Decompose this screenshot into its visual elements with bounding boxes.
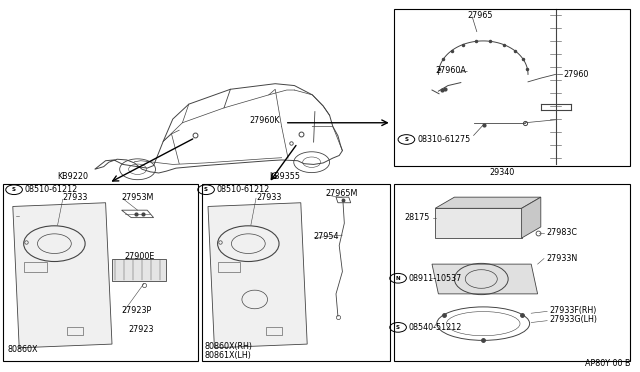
Text: 08510-61212: 08510-61212	[216, 185, 269, 194]
Text: 27960K: 27960K	[250, 116, 280, 125]
Text: 27960: 27960	[563, 70, 589, 79]
Bar	[67, 327, 83, 335]
Text: S: S	[396, 325, 400, 330]
Text: 80861X(LH): 80861X(LH)	[205, 351, 252, 360]
Text: 08310-61275: 08310-61275	[417, 135, 470, 144]
Text: 29340: 29340	[490, 169, 515, 177]
Text: 27960A: 27960A	[435, 66, 466, 75]
Text: 08540-51212: 08540-51212	[408, 323, 461, 332]
Text: 08911-10537: 08911-10537	[408, 274, 461, 283]
Text: 27933F(RH): 27933F(RH)	[549, 306, 596, 315]
Text: 80860X(RH): 80860X(RH)	[205, 342, 253, 351]
Text: KB9220: KB9220	[58, 172, 88, 181]
Text: S: S	[12, 187, 16, 192]
Text: S: S	[204, 187, 208, 192]
Text: 08510-61212: 08510-61212	[24, 185, 77, 194]
Bar	[435, 208, 522, 238]
Text: 27933G(LH): 27933G(LH)	[549, 315, 597, 324]
Text: 27983C: 27983C	[547, 228, 577, 237]
Text: 28175: 28175	[404, 213, 430, 222]
Text: 27933: 27933	[256, 193, 282, 202]
Text: 27965: 27965	[467, 11, 493, 20]
Text: 80860X: 80860X	[8, 345, 38, 354]
Text: KB9355: KB9355	[269, 172, 300, 181]
Text: 27954: 27954	[314, 232, 339, 241]
Polygon shape	[13, 203, 112, 348]
Polygon shape	[432, 264, 538, 294]
Bar	[202, 184, 390, 361]
Text: 27900E: 27900E	[125, 252, 155, 261]
Bar	[218, 262, 240, 272]
Bar	[394, 9, 630, 166]
Text: 27923: 27923	[128, 325, 154, 334]
Bar	[3, 184, 198, 361]
Text: 27953M: 27953M	[122, 193, 154, 202]
Text: 27965M: 27965M	[325, 189, 358, 198]
Bar	[266, 327, 282, 335]
Bar	[394, 184, 630, 361]
Polygon shape	[208, 203, 307, 348]
Text: AP80Y 00 B: AP80Y 00 B	[585, 359, 630, 368]
Text: 27933N: 27933N	[547, 254, 578, 263]
Text: S: S	[404, 137, 408, 142]
Text: N: N	[396, 276, 401, 281]
Polygon shape	[522, 197, 541, 238]
Text: 27933: 27933	[62, 193, 88, 202]
Polygon shape	[435, 197, 541, 208]
Text: 27923P: 27923P	[122, 306, 152, 315]
Bar	[24, 262, 47, 272]
Bar	[112, 259, 166, 281]
